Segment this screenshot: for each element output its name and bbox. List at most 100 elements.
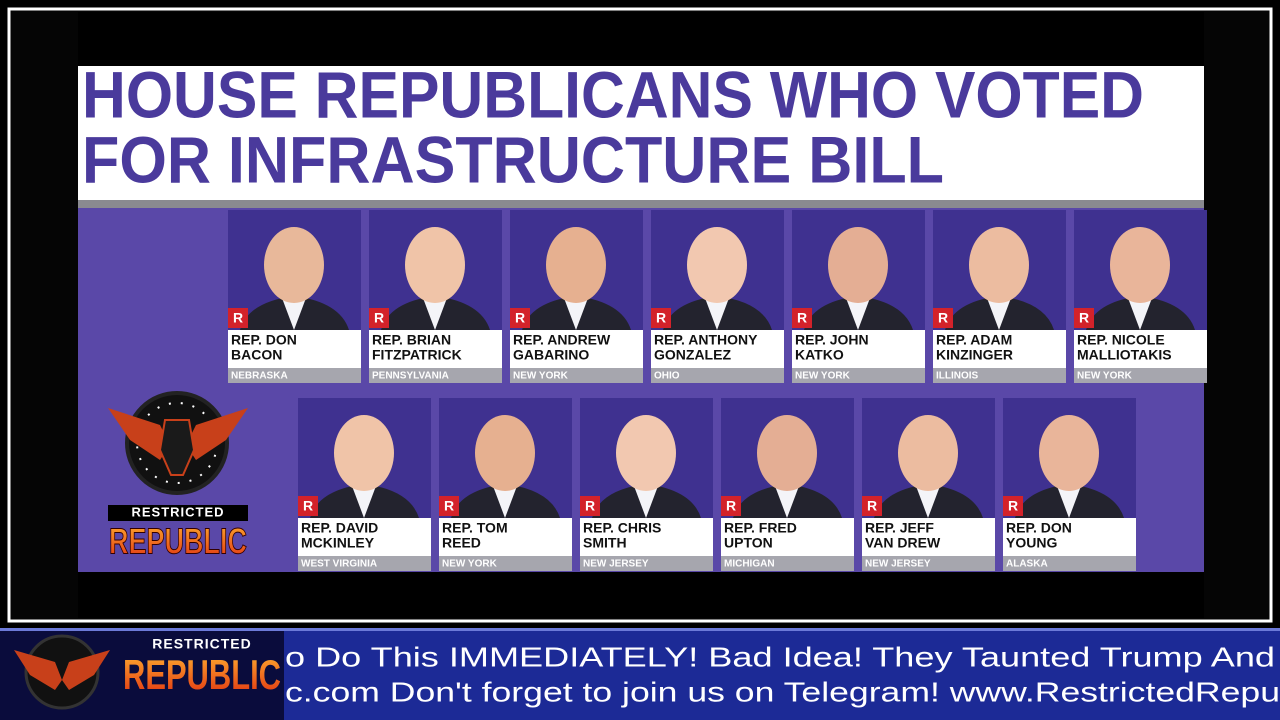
photo-shirt <box>775 486 799 518</box>
member-state: WEST VIRGINIA <box>301 559 377 570</box>
state-bar <box>651 368 784 383</box>
name-box <box>298 518 431 556</box>
state-bar <box>862 556 995 571</box>
photo-shirt <box>634 486 658 518</box>
member-state: ALASKA <box>1006 559 1048 570</box>
state-bar <box>298 556 431 571</box>
photo-head <box>546 227 606 303</box>
member-name: BACON <box>231 347 282 363</box>
photo-head <box>616 415 676 491</box>
logo-eagle <box>158 419 196 476</box>
party-badge <box>1074 308 1094 328</box>
member-name: REP. CHRIS <box>583 520 661 536</box>
state-bar <box>228 368 361 383</box>
state-bar <box>510 368 643 383</box>
ticker-line: c.com Don't forget to join us on Telegra… <box>285 676 1280 707</box>
photo-head <box>687 227 747 303</box>
photo-head <box>405 227 465 303</box>
photo-shirt <box>282 298 306 330</box>
logo: RESTRICTED REPUBLIC <box>108 391 248 562</box>
member-name: REED <box>442 535 481 551</box>
title: FOR INFRASTRUCTURE BILL <box>82 122 944 196</box>
party-badge <box>862 496 882 516</box>
member-name: KATKO <box>795 347 844 363</box>
member-name: VAN DREW <box>865 535 941 551</box>
member-state: OHIO <box>654 371 680 382</box>
title: HOUSE REPUBLICANS WHO VOTED <box>82 57 1144 131</box>
ticker-logo-bottom: REPUBLIC <box>123 651 281 698</box>
name-box <box>510 330 643 368</box>
logo-bottom: REPUBLIC <box>109 521 247 562</box>
member-state: NEW YORK <box>442 559 498 570</box>
logo-wing <box>186 408 248 460</box>
party-badge <box>510 308 530 328</box>
member-name: REP. BRIAN <box>372 332 451 348</box>
member-name: REP. DON <box>231 332 297 348</box>
photo-head <box>334 415 394 491</box>
name-box <box>651 330 784 368</box>
photo-head <box>264 227 324 303</box>
party-label: R <box>938 310 948 326</box>
party-label: R <box>867 498 877 514</box>
photo-shirt <box>423 298 447 330</box>
name-box <box>1074 330 1207 368</box>
member-name: REP. FRED <box>724 520 797 536</box>
party-badge <box>369 308 389 328</box>
party-badge <box>721 496 741 516</box>
logo-top: RESTRICTED <box>131 504 224 519</box>
member-state: NEW JERSEY <box>865 559 931 570</box>
member-name: REP. DON <box>1006 520 1072 536</box>
party-badge <box>1003 496 1023 516</box>
name-box <box>1003 518 1136 556</box>
photo-shirt <box>352 486 376 518</box>
name-box <box>862 518 995 556</box>
member-state: NEW YORK <box>795 371 851 382</box>
member-name: SMITH <box>583 535 627 551</box>
member-name: REP. ANTHONY <box>654 332 758 348</box>
photo-head <box>475 415 535 491</box>
photo-head <box>969 227 1029 303</box>
party-label: R <box>374 310 384 326</box>
state-bar <box>369 368 502 383</box>
party-label: R <box>726 498 736 514</box>
member-name: FITZPATRICK <box>372 347 462 363</box>
photo-shirt <box>1128 298 1152 330</box>
member-state: NEW YORK <box>513 371 569 382</box>
party-badge <box>439 496 459 516</box>
member-name: REP. ANDREW <box>513 332 611 348</box>
ticker-rule <box>0 628 1280 631</box>
photo-head <box>1039 415 1099 491</box>
photo-shirt <box>1057 486 1081 518</box>
member-name: REP. JEFF <box>865 520 934 536</box>
member-state: ILLINOIS <box>936 371 979 382</box>
photo-shirt <box>846 298 870 330</box>
photo-head <box>757 415 817 491</box>
member-name: REP. ADAM <box>936 332 1012 348</box>
photo-head <box>828 227 888 303</box>
party-label: R <box>656 310 666 326</box>
party-label: R <box>303 498 313 514</box>
member-state: MICHIGAN <box>724 559 775 570</box>
state-bar <box>1003 556 1136 571</box>
party-label: R <box>233 310 243 326</box>
photo-shirt <box>705 298 729 330</box>
photo-shirt <box>916 486 940 518</box>
party-badge <box>933 308 953 328</box>
ticker-logo-top: RESTRICTED <box>152 636 251 652</box>
party-badge <box>792 308 812 328</box>
party-label: R <box>1079 310 1089 326</box>
member-state: NEW YORK <box>1077 371 1133 382</box>
member-name: REP. NICOLE <box>1077 332 1165 348</box>
state-bar <box>1074 368 1207 383</box>
member-name: REP. DAVID <box>301 520 378 536</box>
ticker-line: o Do This IMMEDIATELY! Bad Idea! They Ta… <box>285 641 1275 672</box>
member-state: NEW JERSEY <box>583 559 649 570</box>
party-label: R <box>1008 498 1018 514</box>
member-name: REP. TOM <box>442 520 508 536</box>
party-label: R <box>585 498 595 514</box>
party-badge <box>580 496 600 516</box>
photo-shirt <box>493 486 517 518</box>
member-name: MCKINLEY <box>301 535 375 551</box>
